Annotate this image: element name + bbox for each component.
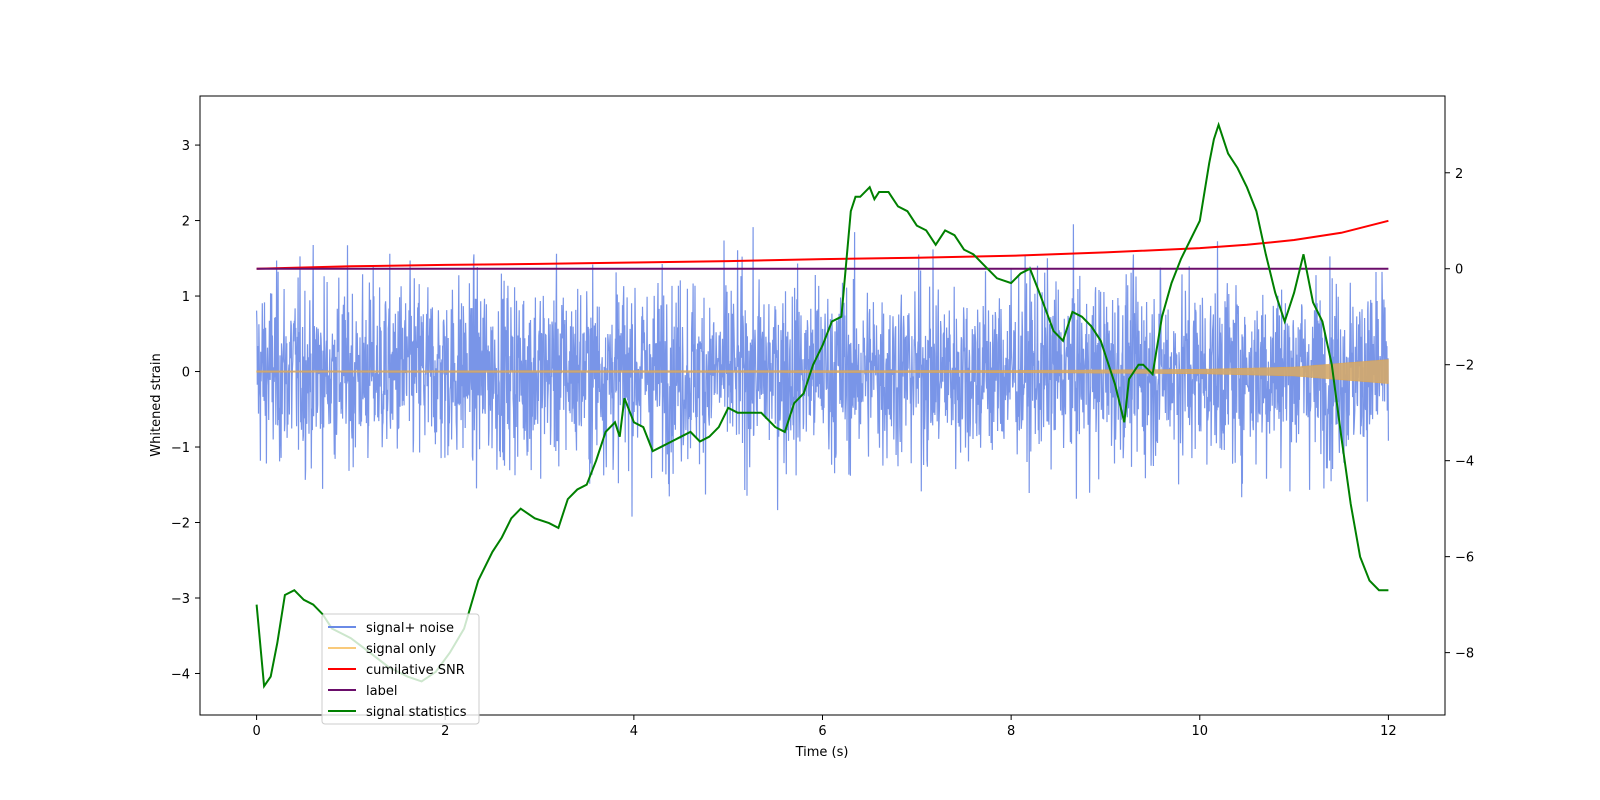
y-tick-label: 1 xyxy=(182,290,190,305)
x-tick-label: 12 xyxy=(1380,724,1397,739)
y-tick-label: −1 xyxy=(171,441,190,456)
legend-label: label xyxy=(366,684,397,699)
legend-box xyxy=(321,613,480,725)
legend-label: signal only xyxy=(366,642,436,657)
y-tick-label: −2 xyxy=(171,517,190,532)
y-axis-label: Whitened strain xyxy=(149,353,164,456)
x-axis-label: Time (s) xyxy=(795,745,849,760)
legend: signal+ noise signal only cumilative SNR la… xyxy=(321,613,480,725)
x-tick-label: 8 xyxy=(1007,724,1015,739)
x-tick-label: 0 xyxy=(252,724,260,739)
series-cumulative-snr-line xyxy=(256,219,1389,270)
x-tick-label: 6 xyxy=(818,724,826,739)
plot-area xyxy=(255,121,1389,690)
x-tick-label: 2 xyxy=(441,724,449,739)
y-tick-label: 2 xyxy=(182,215,190,230)
y2-tick-label: 0 xyxy=(1455,263,1463,278)
y-axis-right: −8 −6 −4 −2 0 2 xyxy=(1445,167,1474,662)
series-signal-statistics-line xyxy=(255,121,1389,690)
y2-tick-label: 2 xyxy=(1455,167,1463,182)
legend-label: cumilative SNR xyxy=(366,663,465,678)
x-axis: 0 2 4 6 8 10 12 xyxy=(252,715,1397,739)
legend-label: signal+ noise xyxy=(366,621,454,636)
y-tick-label: 0 xyxy=(182,366,190,381)
x-tick-label: 10 xyxy=(1191,724,1208,739)
y-axis-left: −4 −3 −2 −1 0 1 2 3 xyxy=(171,139,200,682)
y2-tick-label: −4 xyxy=(1455,455,1474,470)
y-tick-label: −4 xyxy=(171,667,190,682)
x-tick-label: 4 xyxy=(630,724,638,739)
series-signal-only-band xyxy=(256,359,1389,384)
series-signal-noise-line xyxy=(256,224,1389,517)
legend-label: signal statistics xyxy=(366,705,467,720)
y2-tick-label: −2 xyxy=(1455,359,1474,374)
y-tick-label: 3 xyxy=(182,139,190,154)
y-tick-label: −3 xyxy=(171,592,190,607)
y2-tick-label: −6 xyxy=(1455,551,1474,566)
y2-tick-label: −8 xyxy=(1455,647,1474,662)
